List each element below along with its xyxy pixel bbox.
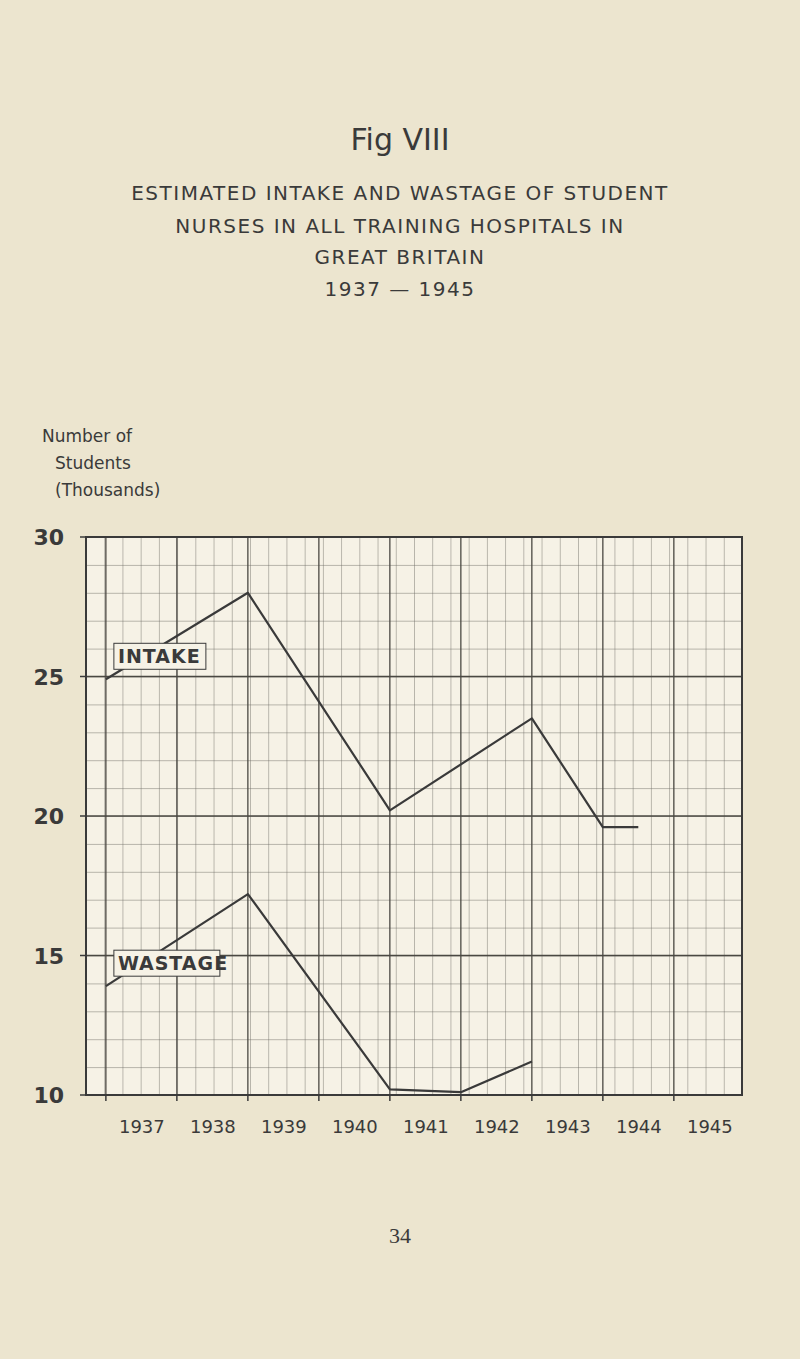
- figure-label: Fig VIII: [350, 122, 449, 157]
- series-line: [106, 894, 532, 1092]
- x-tick-label: 1941: [403, 1116, 449, 1137]
- title-line: NURSES IN ALL TRAINING HOSPITALS IN: [175, 214, 624, 238]
- x-tick-label: 1937: [119, 1116, 165, 1137]
- x-tick: [460, 1095, 462, 1101]
- series-label: INTAKE: [118, 645, 201, 667]
- page-number: 34: [389, 1223, 411, 1248]
- page: Fig VIII ESTIMATED INTAKE AND WASTAGE OF …: [0, 0, 800, 1359]
- x-tick-label: 1943: [545, 1116, 591, 1137]
- x-tick: [389, 1095, 391, 1101]
- plot-frame: [86, 537, 742, 1095]
- title-line: ESTIMATED INTAKE AND WASTAGE OF STUDENT: [131, 181, 669, 205]
- y-tick-label: 10: [33, 1083, 64, 1108]
- x-tick: [105, 1095, 107, 1101]
- x-grid-line: [602, 537, 603, 1095]
- y-tick: [80, 536, 86, 538]
- x-tick-label: 1945: [687, 1116, 733, 1137]
- y-axis-label: Students: [55, 453, 131, 473]
- x-grid-line: [460, 537, 461, 1095]
- x-tick-label: 1938: [190, 1116, 236, 1137]
- x-grid-line: [673, 537, 674, 1095]
- x-tick-label: 1944: [616, 1116, 662, 1137]
- y-axis-label: Number of: [42, 426, 133, 446]
- y-grid-line: [86, 815, 742, 817]
- x-grid-line: [318, 537, 319, 1095]
- title-line: GREAT BRITAIN: [315, 245, 486, 269]
- y-tick-label: 25: [33, 665, 64, 690]
- y-grid-line: [86, 676, 742, 678]
- x-tick-label: 1939: [261, 1116, 307, 1137]
- x-grid-line: [176, 537, 177, 1095]
- y-tick: [80, 1094, 86, 1096]
- x-grid-line: [389, 537, 390, 1095]
- y-tick-label: 15: [33, 944, 64, 969]
- plot-area: [86, 537, 742, 1095]
- series-group: [106, 593, 638, 1092]
- x-tick: [247, 1095, 249, 1101]
- y-tick: [80, 955, 86, 957]
- x-tick: [673, 1095, 675, 1101]
- series-label-box: [114, 643, 206, 669]
- label-group: INTAKE WASTAGE: [114, 643, 228, 976]
- y-tick: [80, 815, 86, 817]
- y-tick-label: 20: [33, 804, 64, 829]
- title-line: 1937 — 1945: [324, 277, 475, 301]
- x-grid-line: [105, 537, 106, 1095]
- x-tick: [176, 1095, 178, 1101]
- x-tick-label: 1942: [474, 1116, 520, 1137]
- series-line: [106, 593, 638, 827]
- x-tick: [318, 1095, 320, 1101]
- x-grid-line: [531, 537, 532, 1095]
- series-label: WASTAGE: [118, 952, 228, 974]
- y-tick: [80, 676, 86, 678]
- x-tick: [531, 1095, 533, 1101]
- y-tick-label: 30: [33, 525, 64, 550]
- y-axis-label: (Thousands): [55, 480, 160, 500]
- x-grid-line: [247, 537, 248, 1095]
- x-tick: [602, 1095, 604, 1101]
- paper: [0, 0, 800, 1359]
- x-tick-label: 1940: [332, 1116, 378, 1137]
